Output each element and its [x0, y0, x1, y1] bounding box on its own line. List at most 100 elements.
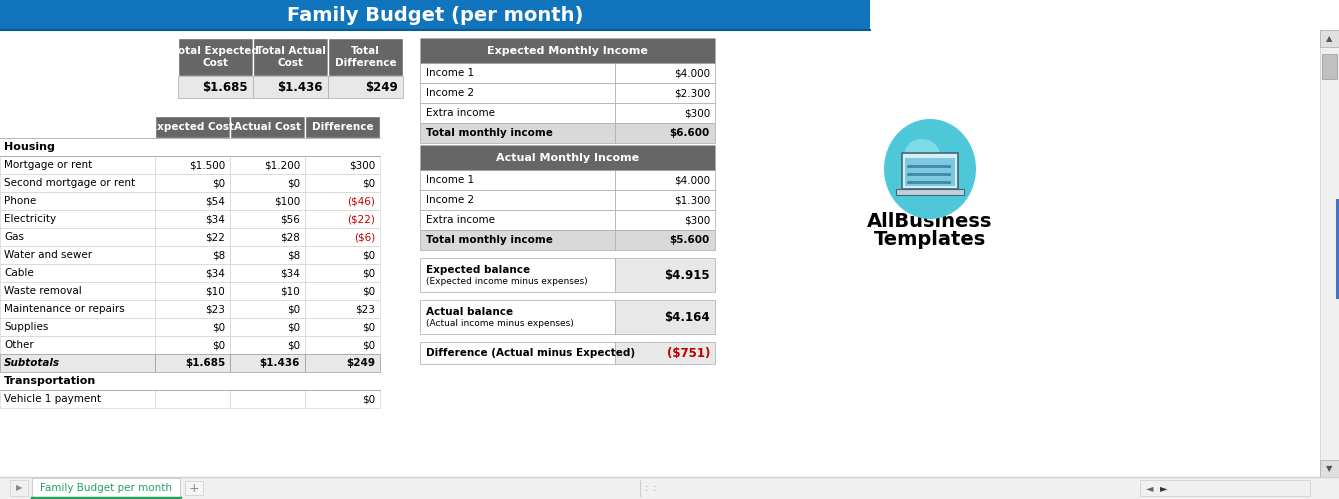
Text: $0: $0	[212, 322, 225, 332]
Bar	[615, 342, 715, 364]
Text: Extra income: Extra income	[426, 215, 495, 225]
Bar	[615, 300, 715, 334]
Bar	[155, 156, 230, 174]
Text: Electricity: Electricity	[4, 214, 56, 224]
Bar	[420, 190, 615, 210]
Text: $0: $0	[287, 340, 300, 350]
Bar	[420, 230, 615, 250]
Text: $34: $34	[205, 214, 225, 224]
Bar	[253, 38, 328, 76]
Bar	[230, 282, 305, 300]
Text: ($6): ($6)	[353, 232, 375, 242]
Bar	[905, 158, 955, 186]
Bar	[32, 478, 179, 498]
Text: $8: $8	[212, 250, 225, 260]
Text: $300: $300	[684, 108, 710, 118]
Text: $0: $0	[362, 340, 375, 350]
Bar	[615, 210, 715, 230]
Text: Mortgage or rent: Mortgage or rent	[4, 160, 92, 170]
Bar	[230, 354, 305, 372]
Bar	[305, 116, 380, 138]
Bar	[230, 174, 305, 192]
Bar	[1320, 460, 1339, 477]
Text: $10: $10	[280, 286, 300, 296]
Text: ◄: ◄	[1146, 483, 1154, 493]
Text: $0: $0	[212, 340, 225, 350]
Bar	[0, 300, 155, 318]
Text: Total monthly income: Total monthly income	[426, 128, 553, 138]
Bar	[902, 153, 957, 189]
Text: Phone: Phone	[4, 196, 36, 206]
Text: $0: $0	[362, 322, 375, 332]
Bar	[185, 481, 204, 495]
Bar	[0, 210, 155, 228]
Bar	[230, 246, 305, 264]
Text: Expected Cost: Expected Cost	[150, 122, 234, 132]
Text: +: +	[189, 482, 200, 495]
Bar	[420, 103, 615, 123]
Text: $1.436: $1.436	[277, 80, 323, 93]
Text: $10: $10	[205, 286, 225, 296]
Bar	[615, 170, 715, 190]
Text: $6.600: $6.600	[670, 128, 710, 138]
Bar	[1320, 30, 1339, 47]
Bar	[0, 138, 380, 156]
Text: Housing: Housing	[4, 142, 55, 152]
Text: (Expected income minus expenses): (Expected income minus expenses)	[426, 277, 588, 286]
Bar	[328, 38, 403, 76]
Bar	[253, 76, 328, 98]
Text: $54: $54	[205, 196, 225, 206]
Text: $249: $249	[345, 358, 375, 368]
Ellipse shape	[905, 139, 940, 169]
Bar	[155, 318, 230, 336]
Bar	[305, 156, 380, 174]
Bar	[0, 318, 155, 336]
Text: $4.164: $4.164	[664, 310, 710, 323]
Bar	[615, 230, 715, 250]
Text: $0: $0	[287, 304, 300, 314]
Text: Total Actual
Cost: Total Actual Cost	[256, 46, 325, 68]
Bar	[155, 300, 230, 318]
Text: $34: $34	[205, 268, 225, 278]
Bar	[155, 116, 230, 138]
Text: $4.915: $4.915	[664, 268, 710, 281]
Text: Actual balance: Actual balance	[426, 307, 513, 317]
Bar	[420, 63, 615, 83]
Text: $56: $56	[280, 214, 300, 224]
Text: Expected balance: Expected balance	[426, 265, 530, 275]
Text: $0: $0	[287, 322, 300, 332]
Bar	[420, 145, 715, 170]
Bar	[305, 174, 380, 192]
Ellipse shape	[884, 119, 976, 219]
Text: $5.600: $5.600	[670, 235, 710, 245]
Bar	[1320, 30, 1339, 477]
Bar	[420, 210, 615, 230]
Text: $100: $100	[273, 196, 300, 206]
Bar	[230, 390, 305, 408]
Text: $249: $249	[366, 80, 398, 93]
Bar	[305, 318, 380, 336]
Text: $0: $0	[362, 394, 375, 404]
Bar	[305, 282, 380, 300]
Text: $0: $0	[362, 178, 375, 188]
Text: Cable: Cable	[4, 268, 33, 278]
Bar	[420, 170, 615, 190]
Bar	[155, 246, 230, 264]
Bar	[0, 372, 380, 390]
Bar	[230, 210, 305, 228]
Text: (Actual income minus expenses): (Actual income minus expenses)	[426, 319, 573, 328]
Bar	[0, 477, 1339, 499]
Text: Maintenance or repairs: Maintenance or repairs	[4, 304, 125, 314]
Text: $1.300: $1.300	[674, 195, 710, 205]
Bar	[305, 264, 380, 282]
Text: $28: $28	[280, 232, 300, 242]
Bar	[420, 83, 615, 103]
Text: Income 2: Income 2	[426, 195, 474, 205]
Text: Actual Cost: Actual Cost	[234, 122, 301, 132]
Bar	[1139, 480, 1310, 496]
Text: $34: $34	[280, 268, 300, 278]
Bar	[615, 190, 715, 210]
Bar	[305, 336, 380, 354]
Text: Expected Monthly Income: Expected Monthly Income	[487, 45, 648, 55]
Text: $300: $300	[684, 215, 710, 225]
